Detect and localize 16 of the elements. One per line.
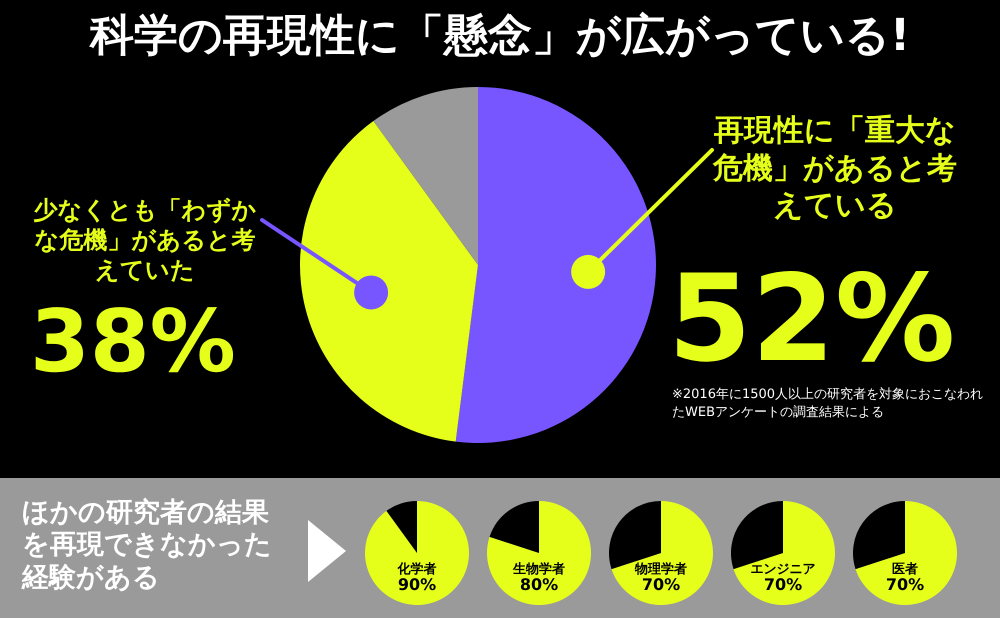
slice-label: 生物学者 [512,562,566,577]
text: ※2016年に1500人以上の研究者を対象におこなわれたWEBアンケートの調査結果による [672,386,984,422]
data-label: 38% [30,292,236,392]
data-label: 70% [884,574,926,594]
slice-label: エンジニア [750,562,816,577]
slice-label: 物理学者 [634,562,688,577]
chart-title: 科学の再現性に「懸念」が広がっている! [88,9,912,63]
data-label: 90% [398,574,438,594]
slice-label: 再現性に「重大な危機」があると考えている [712,112,958,224]
slice-label: 少なくとも「わずかな危機」があると考えていた [32,195,258,285]
slice-label: 医者 [891,562,919,577]
data-label: 70% [642,574,680,594]
data-label: 70% [762,574,804,594]
data-label: 80% [518,574,558,594]
slice-label: 化学者 [396,562,438,577]
text: ほかの研究者の結果を再現できなかった経験がある [22,497,273,594]
